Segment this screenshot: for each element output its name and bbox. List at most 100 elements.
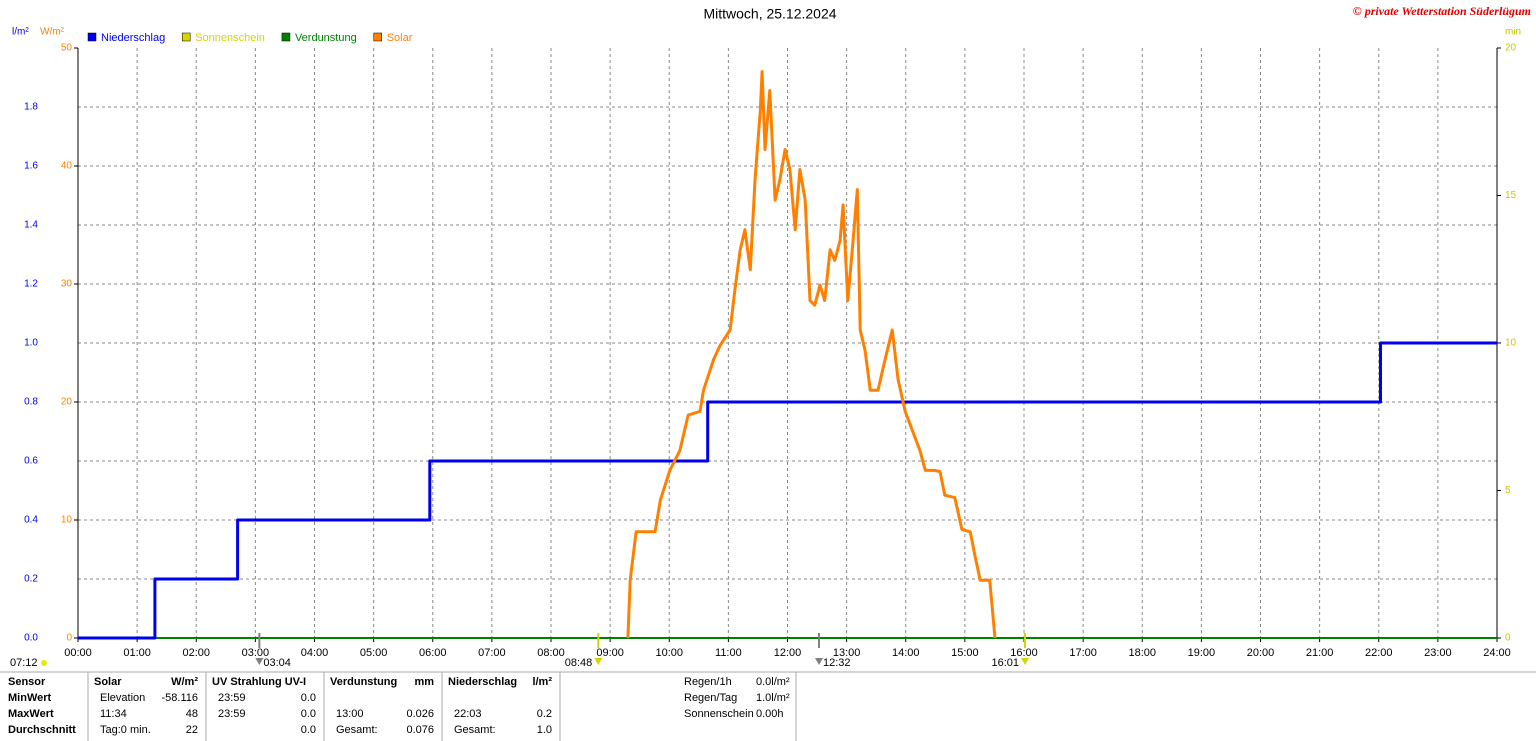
info-value: 0.00h — [756, 708, 784, 720]
x-tick-label: 24:00 — [1483, 647, 1511, 659]
sun-dot — [41, 660, 47, 666]
cell-value: 0.0 — [301, 724, 316, 736]
cell-label: Gesamt: — [336, 724, 378, 736]
cell-label: 23:59 — [218, 692, 246, 704]
x-tick-label: 14:00 — [892, 647, 920, 659]
y2-tick-label: 30 — [61, 279, 73, 290]
x-tick-label: 05:00 — [360, 647, 388, 659]
x-tick-label: 16:00 — [1010, 647, 1038, 659]
series-line — [626, 70, 997, 639]
cell-value: -58.116 — [162, 692, 199, 704]
y2-tick-label: 10 — [61, 515, 73, 526]
row-label: Sensor — [8, 676, 46, 688]
y-unit: l/m² — [12, 27, 29, 38]
legend-label: Verdunstung — [295, 32, 357, 44]
y3-tick-label: 20 — [1505, 43, 1517, 54]
x-tick-label: 04:00 — [301, 647, 329, 659]
column-title: Solar — [94, 676, 122, 688]
cell-label: 23:59 — [218, 708, 246, 720]
annotation-label: 12:32 — [823, 657, 851, 669]
x-tick-label: 10:00 — [655, 647, 683, 659]
x-tick-label: 11:00 — [715, 647, 742, 659]
y-tick-label: 1.4 — [24, 220, 38, 231]
cell-label: 22:03 — [454, 708, 482, 720]
x-tick-label: 00:00 — [64, 647, 92, 659]
annotation-arrow — [815, 658, 824, 665]
info-value: 1.0l/m² — [756, 692, 790, 704]
y-tick-label: 0.0 — [24, 633, 38, 644]
series-line — [78, 341, 1497, 640]
cell-label: Elevation — [100, 692, 145, 704]
cell-label: Tag:0 min. — [100, 724, 151, 736]
x-tick-label: 09:00 — [596, 647, 624, 659]
chart-title: Mittwoch, 25.12.2024 — [703, 6, 836, 22]
info-label: Regen/Tag — [684, 692, 737, 704]
annotation-arrow — [594, 658, 603, 665]
x-tick-label: 18:00 — [1128, 647, 1156, 659]
y3-tick-label: 0 — [1505, 633, 1511, 644]
copyright: © private Wetterstation Süderlügum — [1353, 4, 1531, 18]
cell-value: 0.2 — [537, 708, 552, 720]
row-label: MinWert — [8, 692, 52, 704]
x-tick-label: 23:00 — [1424, 647, 1452, 659]
column-unit: mm — [414, 676, 434, 688]
cell-value: 0.0 — [301, 692, 316, 704]
x-tick-label: 06:00 — [419, 647, 447, 659]
y-tick-label: 0.4 — [24, 515, 38, 526]
x-tick-label: 07:00 — [478, 647, 506, 659]
cell-label: 11:34 — [100, 708, 127, 720]
x-tick-label: 13:00 — [833, 647, 861, 659]
column-unit: W/m² — [171, 676, 198, 688]
annotation-label: 08:48 — [565, 657, 593, 669]
row-label: Durchschnitt — [8, 724, 76, 736]
annotation-label: 16:01 — [991, 657, 1019, 669]
y-tick-label: 1.0 — [24, 338, 38, 349]
x-tick-label: 12:00 — [774, 647, 802, 659]
annotation-arrow — [255, 658, 264, 665]
corner-note: 07:12 — [10, 657, 38, 669]
y3-tick-label: 5 — [1505, 485, 1511, 496]
info-label: Regen/1h — [684, 676, 732, 688]
y3-tick-label: 10 — [1505, 338, 1517, 349]
legend-swatch — [281, 32, 291, 42]
info-label: Sonnenschein — [684, 708, 754, 720]
y2-tick-label: 0 — [66, 633, 72, 644]
column-unit: l/m² — [532, 676, 552, 688]
y2-tick-label: 50 — [61, 43, 73, 54]
legend-swatch — [87, 32, 97, 42]
annotation-arrow — [1021, 658, 1030, 665]
x-tick-label: 21:00 — [1306, 647, 1334, 659]
y3-unit: min — [1505, 27, 1521, 38]
legend-swatch — [181, 32, 191, 42]
row-label: MaxWert — [8, 708, 54, 720]
x-tick-label: 08:00 — [537, 647, 565, 659]
cell-value: 0.026 — [406, 708, 434, 720]
x-tick-label: 15:00 — [951, 647, 979, 659]
legend-label: Solar — [387, 32, 413, 44]
annotation-label: 03:04 — [263, 657, 291, 669]
cell-value: 0.0 — [301, 708, 316, 720]
legend-swatch — [373, 32, 382, 42]
y-tick-label: 1.2 — [24, 279, 38, 290]
y-tick-label: 0.6 — [24, 456, 38, 467]
cell-value: 1.0 — [537, 724, 552, 736]
y2-tick-label: 20 — [61, 397, 73, 408]
legend-label: Sonnenschein — [195, 32, 265, 44]
x-tick-label: 19:00 — [1188, 647, 1216, 659]
y-tick-label: 0.2 — [24, 574, 38, 585]
column-title: UV Strahlung UV-I — [212, 676, 306, 688]
x-tick-label: 02:00 — [182, 647, 210, 659]
y3-tick-label: 15 — [1505, 190, 1517, 201]
cell-value: 48 — [186, 708, 198, 720]
y-tick-label: 1.8 — [24, 102, 38, 113]
y2-unit: W/m² — [40, 27, 65, 38]
legend-label: Niederschlag — [101, 32, 165, 44]
x-tick-label: 03:00 — [242, 647, 270, 659]
x-tick-label: 01:00 — [123, 647, 151, 659]
column-title: Niederschlag — [448, 676, 517, 688]
x-tick-label: 22:00 — [1365, 647, 1393, 659]
y-tick-label: 0.8 — [24, 397, 38, 408]
x-tick-label: 20:00 — [1247, 647, 1275, 659]
